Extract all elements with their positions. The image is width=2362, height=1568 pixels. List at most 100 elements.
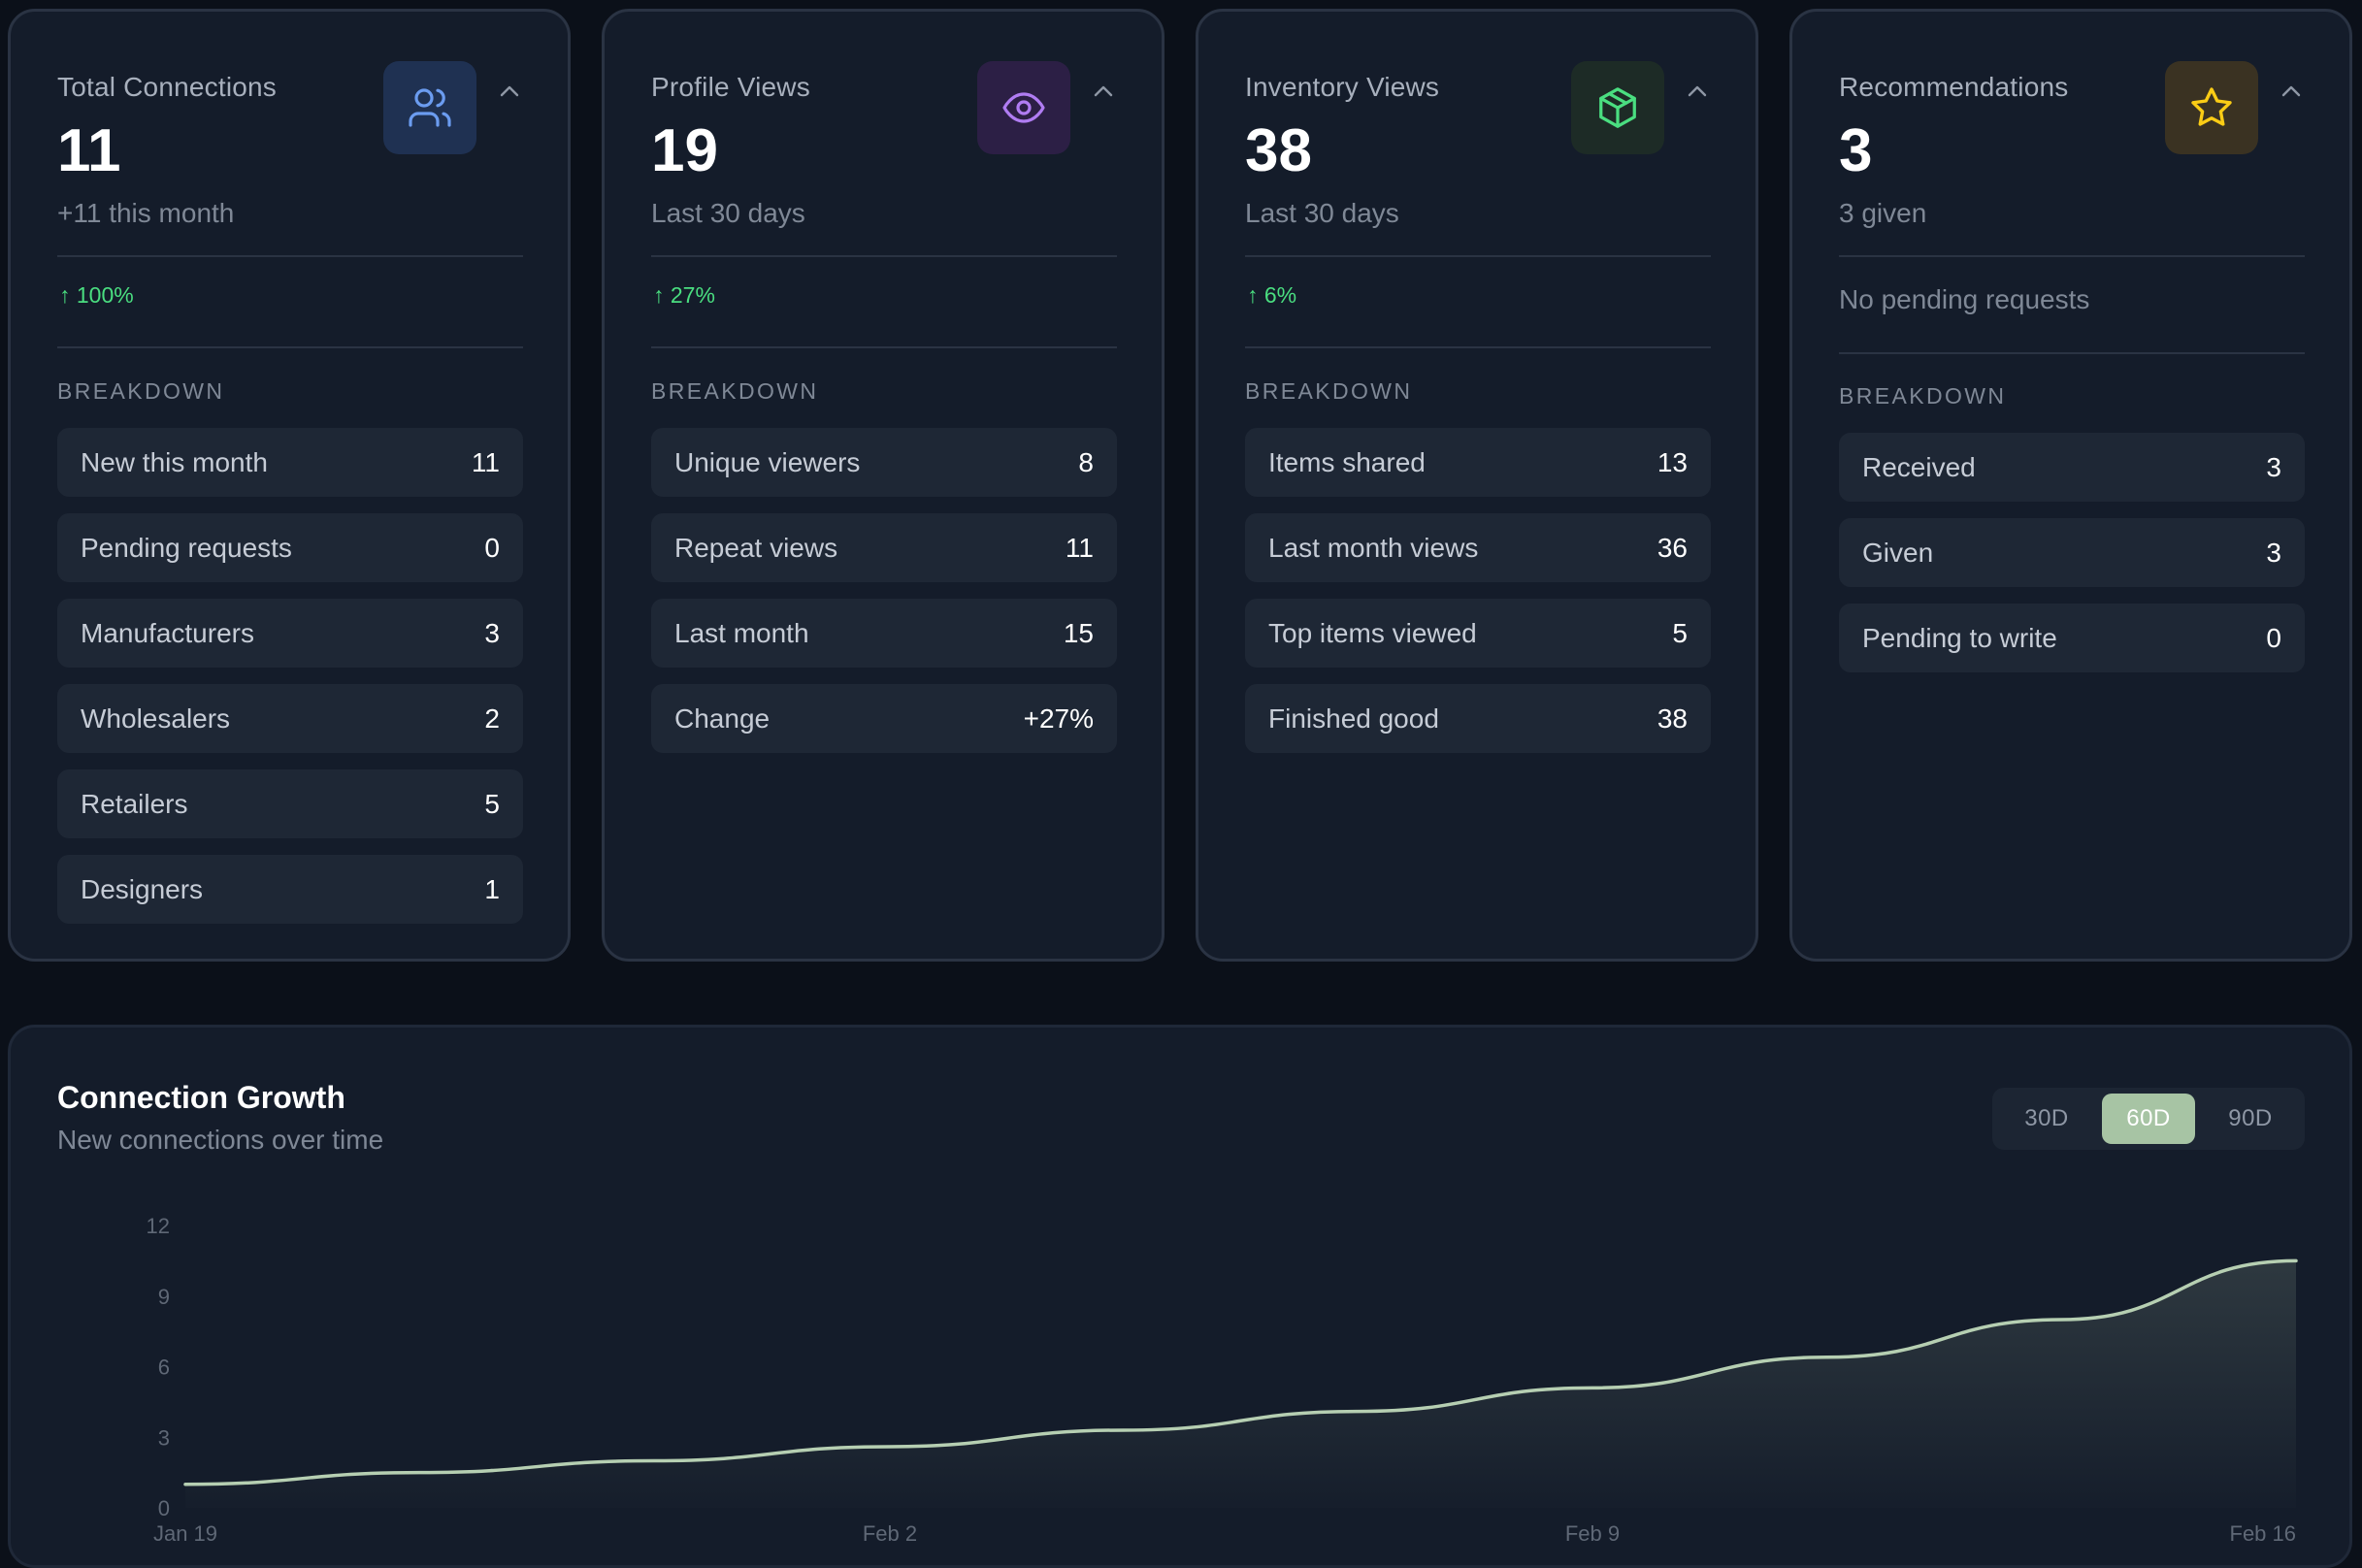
breakdown-row: Pending to write 0 — [1839, 604, 2305, 672]
row-value: 0 — [484, 533, 500, 563]
row-label: New this month — [81, 447, 268, 477]
chart-subtitle: New connections over time — [57, 1125, 384, 1155]
row-value: 5 — [1672, 618, 1688, 648]
row-label: Given — [1862, 538, 1934, 568]
breakdown-row: Designers 1 — [57, 855, 523, 924]
divider — [1245, 346, 1711, 348]
row-label: Pending to write — [1862, 623, 2057, 653]
card-subtitle: 3 given — [1839, 198, 1927, 228]
x-tick-label: Feb 16 — [2230, 1521, 2297, 1546]
divider — [651, 255, 1117, 257]
chart-title: Connection Growth — [57, 1080, 345, 1115]
row-label: Wholesalers — [81, 703, 231, 734]
row-value: 1 — [484, 874, 500, 904]
row-label: Retailers — [81, 789, 188, 819]
y-tick-label: 0 — [158, 1496, 170, 1520]
box-icon-box — [1571, 61, 1664, 154]
breakdown-list: Unique viewers 8 Repeat views 11 Last mont… — [651, 428, 1117, 769]
row-label: Change — [674, 703, 771, 734]
row-value: 2 — [484, 703, 500, 734]
breakdown-row: Manufacturers 3 — [57, 599, 523, 668]
breakdown-row: Given 3 — [1839, 518, 2305, 587]
card-title: Profile Views — [651, 72, 810, 102]
card-subtitle: Last 30 days — [1245, 198, 1399, 228]
range-30d-button[interactable]: 30D — [2024, 1105, 2069, 1131]
eye-icon — [1002, 92, 1045, 123]
x-tick-label: Jan 19 — [153, 1521, 217, 1546]
collapse-chevron-icon[interactable] — [2280, 82, 2303, 99]
card-total-connections: Total Connections 11 +11 this month ↑ 10… — [8, 9, 571, 962]
card-value: 11 — [57, 117, 121, 184]
pending-note: No pending requests — [1839, 284, 2090, 314]
card-title: Inventory Views — [1245, 72, 1440, 102]
card-subtitle: +11 this month — [57, 198, 235, 228]
connection-growth-panel: Connection Growth New connections over t… — [8, 1025, 2352, 1568]
users-icon-box — [383, 61, 476, 154]
collapse-chevron-icon[interactable] — [1092, 82, 1115, 99]
collapse-chevron-icon[interactable] — [1686, 82, 1709, 99]
range-60d-button[interactable]: 60D — [2102, 1094, 2195, 1144]
row-label: Unique viewers — [674, 447, 861, 477]
row-label: Received — [1862, 452, 1976, 482]
card-recommendations: Recommendations 3 3 given No pending req… — [1789, 9, 2352, 962]
row-label: Finished good — [1268, 703, 1439, 734]
star-icon — [2191, 87, 2232, 126]
row-value: 38 — [1657, 703, 1688, 734]
breakdown-row: Unique viewers 8 — [651, 428, 1117, 497]
row-label: Last month — [674, 618, 809, 648]
divider — [57, 346, 523, 348]
area-fill — [185, 1260, 2296, 1508]
eye-icon-box — [977, 61, 1070, 154]
breakdown-row: Last month 15 — [651, 599, 1117, 668]
row-label: Designers — [81, 874, 204, 904]
breakdown-row: Top items viewed 5 — [1245, 599, 1711, 668]
row-value: 8 — [1078, 447, 1094, 477]
row-label: Items shared — [1268, 447, 1426, 477]
divider — [651, 346, 1117, 348]
breakdown-list: New this month 11 Pending requests 0 Manuf… — [57, 428, 523, 940]
x-tick-label: Feb 9 — [1565, 1521, 1620, 1546]
x-axis: Jan 19 Feb 2 Feb 9 Feb 16 — [153, 1521, 2296, 1546]
trend-indicator: ↑ 100% — [59, 282, 134, 308]
collapse-chevron-icon[interactable] — [498, 82, 521, 99]
breakdown-row: Finished good 38 — [1245, 684, 1711, 753]
breakdown-row: New this month 11 — [57, 428, 523, 497]
growth-chart: 0 3 6 9 12 Jan 19 Feb 2 Feb 9 Feb 16 — [147, 1214, 2298, 1546]
row-value: 11 — [471, 447, 500, 477]
y-tick-label: 3 — [158, 1425, 170, 1450]
card-title: Recommendations — [1839, 72, 2069, 102]
row-value: 11 — [1065, 533, 1094, 563]
divider — [57, 255, 523, 257]
y-axis: 0 3 6 9 12 — [147, 1214, 170, 1520]
breakdown-row: Retailers 5 — [57, 769, 523, 838]
range-90d-button[interactable]: 90D — [2228, 1105, 2273, 1131]
breakdown-list: Items shared 13 Last month views 36 Top it… — [1245, 428, 1711, 769]
y-tick-label: 6 — [158, 1356, 170, 1380]
card-profile-views: Profile Views 19 Last 30 days ↑ 27% BREA… — [602, 9, 1165, 962]
breakdown-label: BREAKDOWN — [1839, 383, 2007, 408]
range-selector: 30D 60D 90D — [1992, 1088, 2305, 1150]
card-inventory-views: Inventory Views 38 Last 30 days ↑ 6% BRE… — [1196, 9, 1758, 962]
row-label: Last month views — [1268, 533, 1479, 563]
breakdown-row: Repeat views 11 — [651, 513, 1117, 582]
stats-cards: Total Connections 11 +11 this month ↑ 10… — [8, 9, 2352, 962]
row-value: +27% — [1023, 703, 1094, 734]
y-tick-label: 9 — [158, 1285, 170, 1309]
row-value: 5 — [484, 789, 500, 819]
divider — [1245, 255, 1711, 257]
row-value: 0 — [2266, 623, 2281, 653]
card-subtitle: Last 30 days — [651, 198, 805, 228]
row-value: 3 — [2266, 538, 2281, 568]
breakdown-row: Wholesalers 2 — [57, 684, 523, 753]
divider — [1839, 255, 2305, 257]
breakdown-row: Change +27% — [651, 684, 1117, 753]
breakdown-label: BREAKDOWN — [1245, 378, 1413, 404]
row-value: 15 — [1063, 618, 1094, 648]
card-title: Total Connections — [57, 72, 277, 102]
breakdown-row: Last month views 36 — [1245, 513, 1711, 582]
row-label: Top items viewed — [1268, 618, 1477, 648]
box-icon — [1599, 87, 1636, 128]
row-value: 13 — [1657, 447, 1688, 477]
row-value: 3 — [484, 618, 500, 648]
y-tick-label: 12 — [147, 1214, 170, 1238]
